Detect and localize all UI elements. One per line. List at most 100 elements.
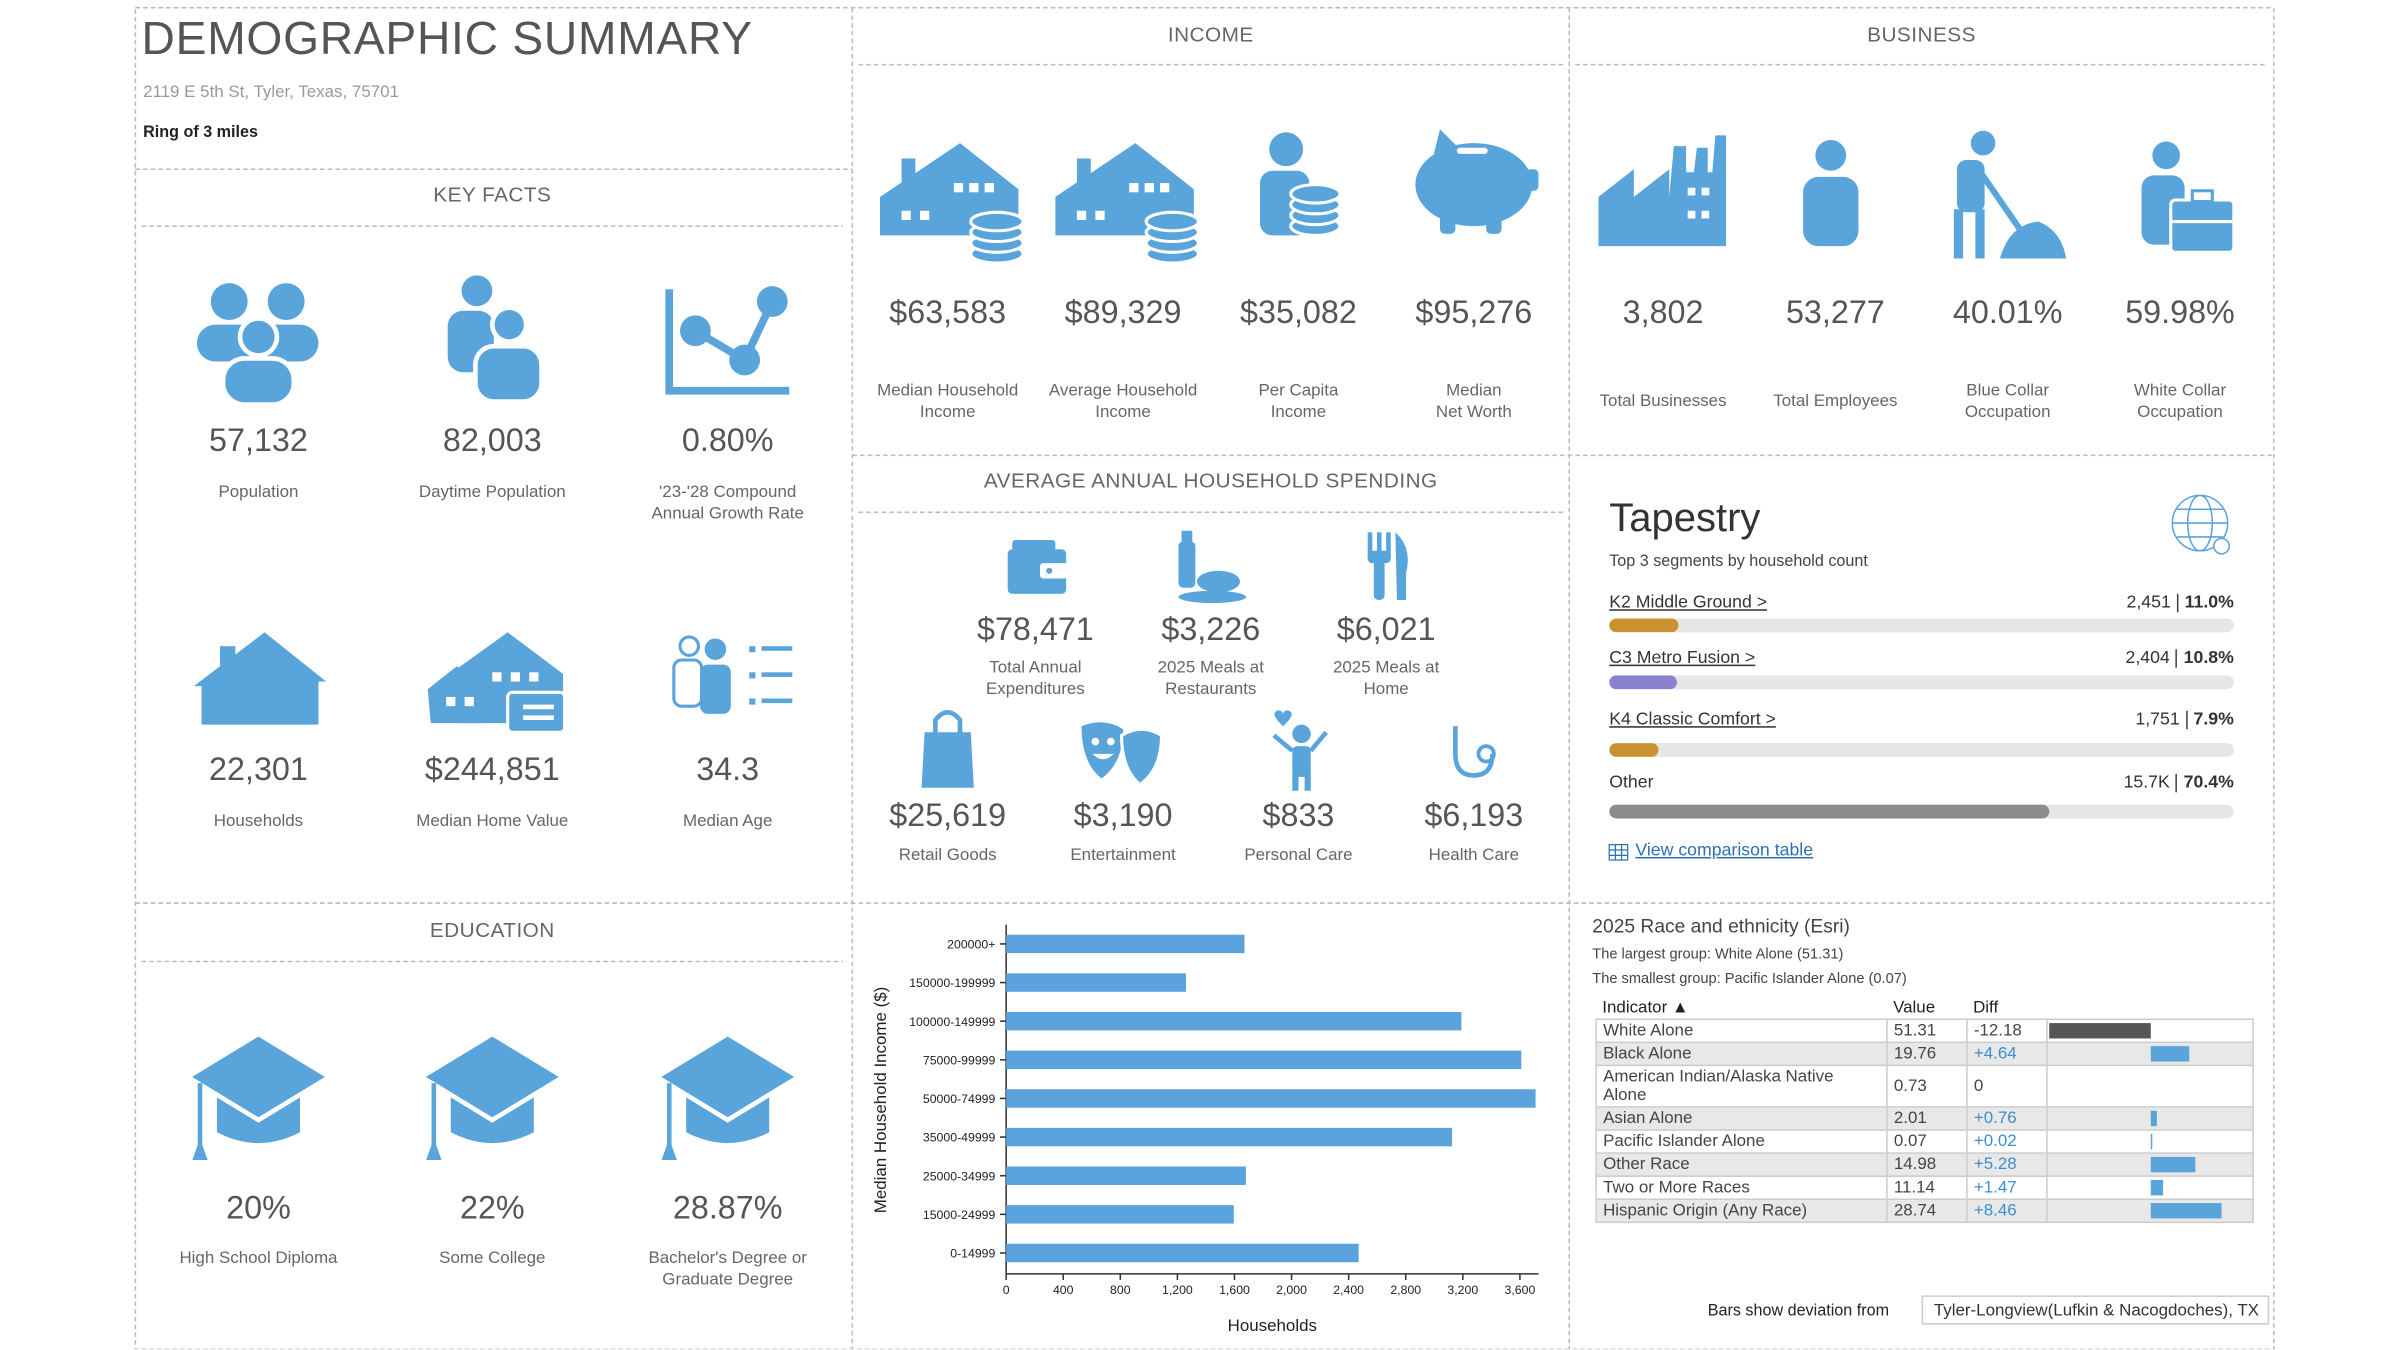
value: 14.98 bbox=[1886, 1152, 1968, 1177]
race-table: Indicator ▲ Value Diff White Alone 51.31 -12.… bbox=[1595, 997, 2254, 1224]
address: 2119 E 5th St, Tyler, Texas, 75701 bbox=[143, 83, 399, 102]
race-smallest: The smallest group: Pacific Islander Alo… bbox=[1592, 970, 1907, 988]
graduation-cap-icon bbox=[188, 1034, 330, 1160]
segment-count: 1,751 bbox=[2135, 710, 2180, 730]
spending-icons-part bbox=[933, 710, 963, 736]
diff-cell bbox=[2046, 1129, 2254, 1154]
x-tick-label: 2,800 bbox=[1390, 1283, 1421, 1297]
segment-share: 11.0% bbox=[2176, 593, 2234, 613]
business-icons-part bbox=[1815, 139, 1847, 171]
business-icons-part bbox=[1701, 187, 1710, 196]
key-fact-icons-part bbox=[523, 704, 554, 710]
spending-icons-part bbox=[1119, 727, 1164, 787]
stat-label: Total Annual Expenditures bbox=[985, 658, 1085, 699]
column-header: Diff bbox=[1973, 998, 1999, 1017]
ring: Ring of 3 miles bbox=[143, 123, 258, 142]
segment-link[interactable]: K2 Middle Ground > bbox=[1609, 593, 1768, 613]
spending-icons-part bbox=[1274, 710, 1292, 727]
x-tick-label: 1,200 bbox=[1162, 1283, 1193, 1297]
y-tick-label: 35000-49999 bbox=[923, 1131, 996, 1145]
segment-track bbox=[1609, 675, 2234, 690]
business-icons-part bbox=[1687, 210, 1696, 219]
income-icons-part bbox=[1456, 147, 1488, 154]
stat-value: 0.80% bbox=[681, 423, 774, 459]
stat-label: Median Net Worth bbox=[1435, 381, 1512, 422]
stat-value: $6,193 bbox=[1424, 798, 1524, 834]
y-tick-label: 150000-199999 bbox=[909, 976, 995, 990]
comparison-link[interactable]: View comparison table bbox=[1635, 841, 1814, 860]
segment-stats: 2,404 10.8% bbox=[1926, 649, 2234, 668]
table-icon-part bbox=[1608, 843, 1629, 861]
spending-icons-part bbox=[1081, 722, 1124, 779]
y-tick-label: 25000-34999 bbox=[923, 1169, 996, 1183]
key-fact-icons-part bbox=[704, 638, 727, 660]
stat-value: 53,277 bbox=[1785, 295, 1885, 331]
stat-value: $35,082 bbox=[1240, 295, 1357, 331]
key-fact-icons-part bbox=[761, 672, 793, 677]
income-icons-part bbox=[1439, 209, 1456, 234]
segment-link[interactable]: K4 Classic Comfort > bbox=[1609, 710, 1776, 730]
stat-value: $3,190 bbox=[1073, 798, 1173, 834]
segment-share: 10.8% bbox=[2175, 649, 2234, 668]
indicator: Other Race bbox=[1595, 1152, 1888, 1177]
x-tick-label: 800 bbox=[1110, 1283, 1131, 1297]
y-tick-label: 75000-99999 bbox=[923, 1053, 996, 1067]
tapestry-title: Tapestry bbox=[1609, 493, 1761, 540]
stat-label: Average Household Income bbox=[1048, 381, 1198, 422]
segment-share: 7.9% bbox=[2185, 710, 2234, 730]
bar bbox=[1006, 1127, 1453, 1147]
segment-share: 70.4% bbox=[2175, 773, 2234, 793]
business-icons-part bbox=[1956, 159, 1985, 213]
region-select[interactable]: Tyler-Longview(Lufkin & Nacogdoches), TX bbox=[1921, 1295, 2270, 1325]
section-title: KEY FACTS bbox=[433, 183, 552, 207]
indicator: American Indian/Alaska Native Alone bbox=[1595, 1064, 1888, 1108]
y-tick-label: 15000-24999 bbox=[923, 1208, 996, 1222]
x-tick-label: 0 bbox=[1003, 1283, 1010, 1297]
key-fact-icons-part bbox=[506, 690, 567, 734]
diff-bar bbox=[2049, 1023, 2151, 1039]
y-tick-label: 50000-74999 bbox=[923, 1092, 996, 1106]
business-icons-part bbox=[1687, 187, 1696, 196]
spending-icons-part bbox=[1292, 724, 1311, 744]
diff-label: +1.47 bbox=[1966, 1175, 2048, 1200]
indicator: Asian Alone bbox=[1595, 1106, 1888, 1131]
indicator: Black Alone bbox=[1595, 1041, 1888, 1067]
spending-icons-part bbox=[1181, 530, 1193, 544]
key-fact-icons-part bbox=[461, 275, 493, 307]
stat-label: Blue Collar Occupation bbox=[1964, 381, 2051, 422]
x-tick-label: 2,000 bbox=[1276, 1283, 1307, 1297]
diff-label: +0.76 bbox=[1966, 1106, 2048, 1131]
bar bbox=[1006, 1050, 1522, 1070]
income-icons-part bbox=[1526, 169, 1539, 191]
income-icons-part bbox=[1433, 129, 1459, 154]
race-row: Black Alone 19.76 +4.64 bbox=[1595, 1041, 2254, 1067]
spending-icons-part bbox=[1196, 570, 1240, 593]
segment-link[interactable]: C3 Metro Fusion > bbox=[1609, 649, 1756, 668]
diff-bar bbox=[2150, 1156, 2195, 1173]
value: 19.76 bbox=[1886, 1041, 1968, 1067]
stat-value: 57,132 bbox=[209, 423, 308, 459]
segment-count: 2,404 bbox=[2125, 649, 2170, 668]
stat-value: $25,619 bbox=[889, 798, 1007, 834]
column-header[interactable]: Indicator ▲ bbox=[1602, 998, 1689, 1017]
house-coins-icon bbox=[1053, 141, 1200, 265]
x-tick-label: 3,200 bbox=[1447, 1283, 1478, 1297]
key-fact-icons-part bbox=[529, 672, 539, 682]
income-icons-part bbox=[1486, 209, 1502, 234]
spending-icons-part bbox=[1178, 590, 1247, 604]
stat-value: $3,226 bbox=[1161, 612, 1261, 648]
tapestry-icon-part bbox=[2213, 537, 2230, 555]
key-fact-icons-part bbox=[193, 632, 327, 725]
x-axis-label: Households bbox=[1228, 1316, 1317, 1335]
segment-track bbox=[1609, 804, 2234, 819]
stat-label: Median Home Value bbox=[416, 812, 569, 831]
key-fact-icons-part bbox=[756, 286, 788, 317]
bar bbox=[1006, 934, 1245, 954]
segment-stats: 1,751 7.9% bbox=[1926, 710, 2234, 730]
bar bbox=[1006, 1089, 1536, 1108]
y-tick-label: 100000-149999 bbox=[909, 1015, 995, 1029]
stat-value: $78,471 bbox=[976, 612, 1094, 648]
segment-track bbox=[1609, 743, 2234, 757]
